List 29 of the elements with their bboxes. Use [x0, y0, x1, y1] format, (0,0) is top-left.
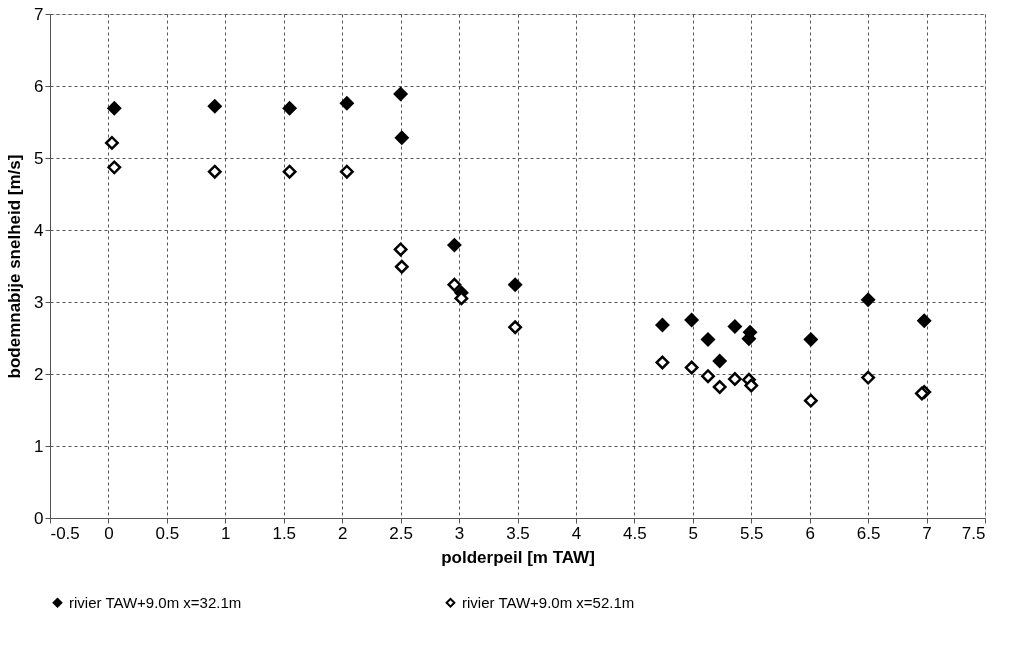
x-tick-label: 0	[104, 523, 114, 543]
x-tick-label: 4	[571, 523, 582, 543]
x-tick-label: 7.5	[961, 523, 986, 543]
y-axis-title: bodemnabije snelheid [m/s]	[5, 154, 25, 379]
x-tick-label: -0.5	[50, 523, 80, 543]
x-tick-label: 6	[805, 523, 815, 543]
x-tick-label: 1	[221, 523, 231, 543]
y-tick-label: 4	[34, 220, 44, 240]
x-axis-title: polderpeil [m TAW]	[441, 547, 595, 567]
y-tick-label: 6	[34, 76, 44, 96]
x-tick-label: 2.5	[389, 523, 413, 543]
x-tick-label: 7	[922, 523, 932, 543]
x-tick-label: 5.5	[739, 523, 764, 543]
x-tick-label: 3.5	[506, 523, 530, 543]
legend-label: rivier TAW+9.0m x=32.1m	[69, 593, 242, 611]
y-tick-label: 3	[34, 292, 44, 312]
x-tick-label: 6.5	[856, 523, 881, 543]
x-tick-label: 2	[337, 523, 348, 543]
y-tick-label: 5	[34, 148, 44, 168]
y-tick-label: 1	[34, 436, 44, 456]
x-tick-label: 0.5	[155, 523, 180, 543]
x-tick-label: 3	[454, 523, 465, 543]
y-tick-label: 2	[34, 364, 44, 384]
x-tick-label: 4.5	[623, 523, 647, 543]
y-tick-label: 0	[34, 508, 44, 528]
x-tick-label: 1.5	[272, 523, 297, 543]
legend-label: rivier TAW+9.0m x=52.1m	[462, 593, 635, 611]
y-tick-label: 7	[34, 4, 44, 24]
x-tick-label: 5	[688, 523, 699, 543]
